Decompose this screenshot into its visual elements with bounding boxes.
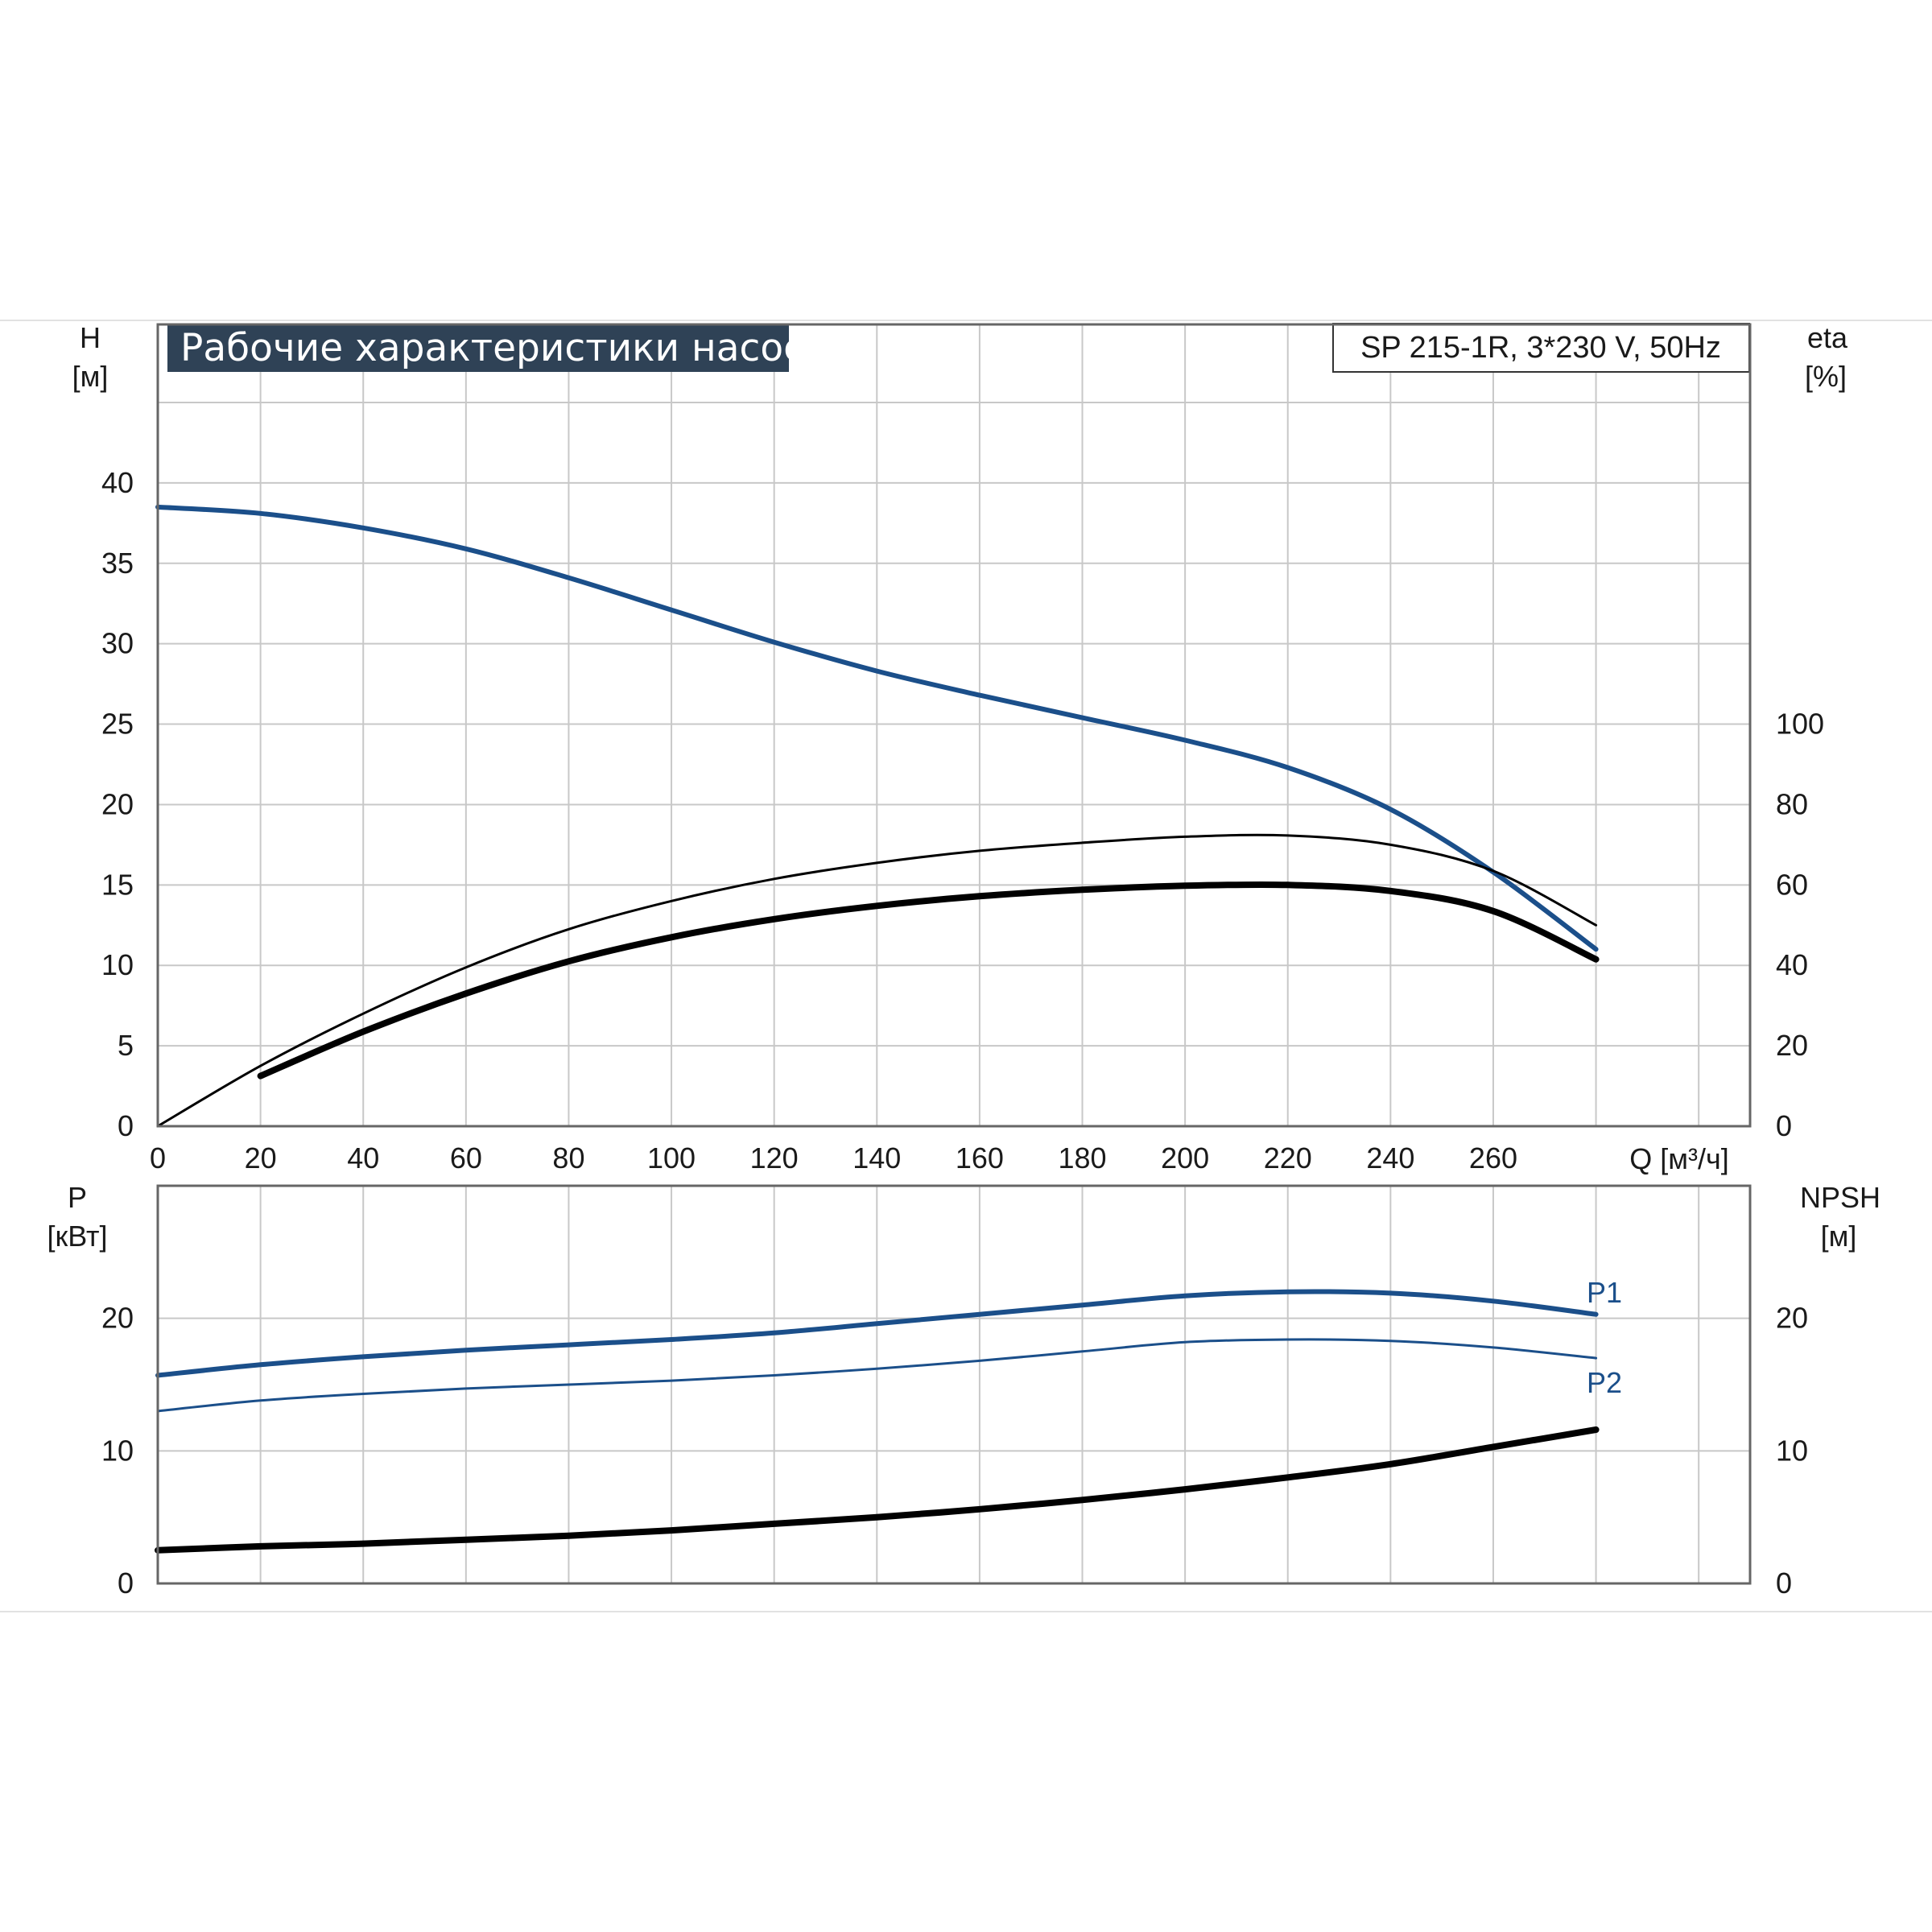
series-label-p2: P2	[1587, 1366, 1622, 1399]
top-x-tick-label: 0	[150, 1141, 166, 1174]
eta-axis-unit: [%]	[1805, 360, 1847, 393]
h-axis-label: H	[80, 321, 101, 354]
bottom-series-2-curve	[155, 1426, 1600, 1554]
top-right-tick-label: 20	[1776, 1029, 1808, 1062]
top-series-1-curve	[156, 833, 1598, 1128]
top-right-tick-label: 80	[1776, 787, 1808, 820]
top-x-tick-label: 100	[647, 1141, 696, 1174]
bottom-right-tick-label: 20	[1776, 1302, 1808, 1335]
series-label-p1: P1	[1587, 1276, 1622, 1309]
top-x-tick-label: 160	[956, 1141, 1004, 1174]
bottom-curves	[155, 1289, 1600, 1554]
title-box	[167, 324, 789, 372]
top-x-tick-label: 180	[1058, 1141, 1106, 1174]
chart-title: Рабочие характеристики насоса	[180, 326, 828, 370]
bottom-grid	[158, 1186, 1750, 1583]
top-left-tick-label: 5	[118, 1029, 134, 1062]
top-grid	[158, 324, 1750, 1126]
top-x-tick-label: 120	[750, 1141, 799, 1174]
model-label: SP 215-1R, 3*230 V, 50Hz	[1360, 331, 1721, 365]
top-x-tick-label: 60	[450, 1141, 482, 1174]
p1-curve	[155, 1289, 1599, 1378]
p-axis-unit: [кВт]	[47, 1220, 107, 1253]
top-left-tick-label: 35	[101, 547, 134, 580]
npsh-axis-unit: [м]	[1821, 1220, 1857, 1253]
q-axis-label: Q [м³/ч]	[1629, 1142, 1729, 1175]
top-x-tick-label: 260	[1469, 1141, 1517, 1174]
top-series-0-curve	[155, 504, 1599, 952]
top-left-tick-label: 15	[101, 868, 134, 901]
top-right-tick-label: 40	[1776, 948, 1808, 981]
top-plot-frame	[156, 323, 1752, 1128]
top-right-tick-label: 100	[1776, 708, 1824, 741]
top-series-2-curve	[257, 881, 1600, 1080]
top-curves	[155, 504, 1600, 1128]
bottom-left-tick-label: 20	[101, 1302, 134, 1335]
top-x-tick-label: 40	[347, 1141, 379, 1174]
bottom-right-tick-label: 10	[1776, 1434, 1808, 1467]
p2-curve	[156, 1338, 1598, 1413]
top-x-tick-label: 240	[1366, 1141, 1414, 1174]
top-left-tick-label: 30	[101, 627, 134, 660]
p-axis-label: P	[68, 1181, 87, 1214]
top-x-tick-label: 220	[1264, 1141, 1312, 1174]
top-left-tick-label: 40	[101, 466, 134, 499]
top-left-tick-label: 20	[101, 787, 134, 820]
top-left-tick-label: 10	[101, 948, 134, 981]
top-left-tick-label: 25	[101, 708, 134, 741]
top-x-tick-label: 140	[852, 1141, 901, 1174]
top-tick-labels: 0 5 10 15 20 25 30 35 40 0 20 40 60 80 100 0 20 40 60 80 100…	[101, 466, 1824, 1174]
bottom-plot-frame	[156, 1184, 1752, 1585]
bottom-left-tick-label: 0	[118, 1567, 134, 1600]
top-x-tick-label: 200	[1161, 1141, 1209, 1174]
top-x-tick-label: 80	[552, 1141, 584, 1174]
npsh-axis-label: NPSH	[1800, 1181, 1880, 1214]
bottom-left-tick-label: 10	[101, 1434, 134, 1467]
top-left-tick-label: 0	[118, 1109, 134, 1142]
h-axis-unit: [м]	[72, 360, 109, 393]
top-x-tick-label: 20	[245, 1141, 277, 1174]
bottom-right-tick-label: 0	[1776, 1567, 1792, 1600]
eta-axis-label: eta	[1807, 321, 1848, 354]
top-right-tick-label: 0	[1776, 1109, 1792, 1142]
top-right-tick-label: 60	[1776, 868, 1808, 901]
bottom-tick-labels: 0 10 20 0 10 20	[101, 1302, 1808, 1600]
